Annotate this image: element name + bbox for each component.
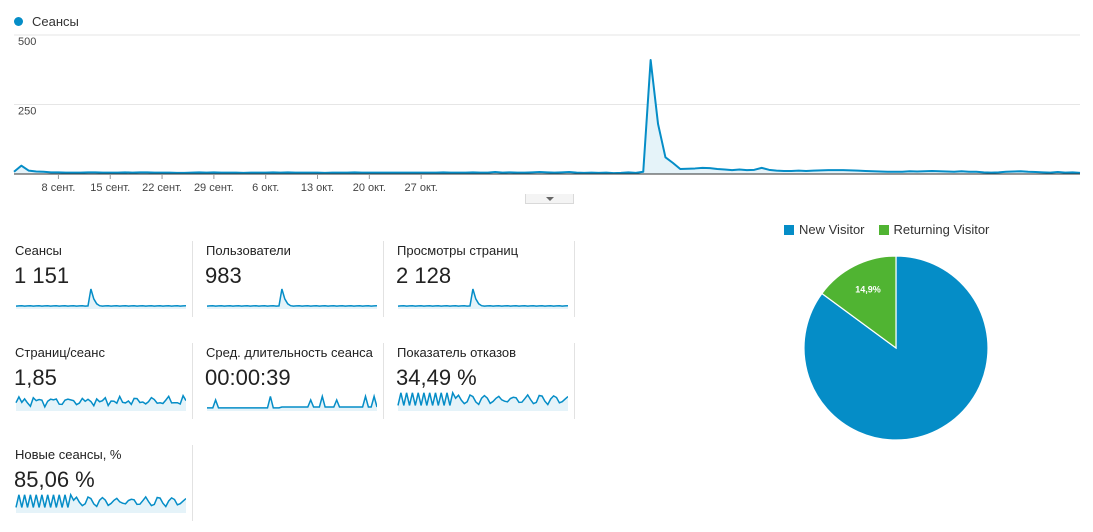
legend-label: New Visitor <box>799 222 865 237</box>
x-tick-label: 22 сент. <box>142 182 182 194</box>
metric-value: 983 <box>205 263 242 288</box>
sparkline <box>15 393 186 411</box>
metric-value: 00:00:39 <box>205 365 291 390</box>
swatch-icon <box>784 224 794 235</box>
sparkline-area <box>207 289 377 309</box>
chevron-down-icon <box>545 196 554 201</box>
x-tick-label: 15 сент. <box>90 182 130 194</box>
visitor-type-pie-chart[interactable]: 85,1% 14,9% <box>796 248 996 448</box>
metric-bounce-rate[interactable]: Показатель отказов 34,49 % <box>396 343 575 419</box>
chart-legend[interactable]: Сеансы <box>14 14 79 29</box>
sparkline <box>206 288 377 309</box>
metric-label: Сред. длительность сеанса <box>206 345 373 360</box>
metric-label: Сеансы <box>15 243 62 258</box>
metric-value: 85,06 % <box>14 467 95 492</box>
legend-label: Returning Visitor <box>893 222 990 237</box>
metric-label: Страниц/сеанс <box>15 345 105 360</box>
metric-label: Показатель отказов <box>397 345 517 360</box>
swatch-icon <box>878 224 889 235</box>
sparkline <box>397 390 568 411</box>
sparkline-area <box>16 289 186 309</box>
metric-label: Новые сеансы, % <box>15 447 122 462</box>
x-tick-label: 6 окт. <box>252 182 279 194</box>
pie-legend-returning-visitor[interactable]: Returning Visitor <box>878 222 990 237</box>
y-tick-label: 500 <box>18 36 36 48</box>
x-tick-label: 13 окт. <box>301 182 334 194</box>
sparkline-area <box>207 396 377 411</box>
series-area <box>14 60 1080 174</box>
metric-value: 1 151 <box>14 263 70 288</box>
metric-value: 2 128 <box>396 263 452 288</box>
x-tick-label: 20 окт. <box>353 182 386 194</box>
sparkline-line <box>15 288 186 307</box>
metric-value: 34,49 % <box>396 365 477 390</box>
metric-label: Просмотры страниц <box>397 243 519 258</box>
pie-slice-label: 85,1% <box>937 444 963 448</box>
x-tick-label: 8 сент. <box>42 182 76 194</box>
sparkline <box>15 288 186 309</box>
pie-slice-label: 14,9% <box>855 285 881 295</box>
metric-pages-per-session[interactable]: Страниц/сеанс 1,85 <box>14 343 193 419</box>
metric-value: 1,85 <box>14 365 57 390</box>
pie-slice-returning-visitor[interactable] <box>821 255 897 350</box>
sparkline-area <box>398 289 568 309</box>
x-tick-label: 27 окт. <box>405 182 438 194</box>
metric-avg-session-duration[interactable]: Сред. длительность сеанса 00:00:39 <box>205 343 384 419</box>
series-line <box>13 59 1081 175</box>
metric-new-sessions[interactable]: Новые сеансы, % 85,06 % <box>14 445 193 521</box>
pie-legend-new-visitor[interactable]: New Visitor <box>784 222 865 237</box>
y-tick-label: 250 <box>18 106 36 118</box>
metric-users[interactable]: Пользователи 983 <box>205 241 384 317</box>
sparkline-line <box>206 288 377 307</box>
sparkline-area <box>16 395 186 411</box>
sparkline-line <box>397 390 568 406</box>
series-dot-icon <box>14 17 23 26</box>
metric-pageviews[interactable]: Просмотры страниц 2 128 <box>396 241 575 317</box>
sparkline <box>397 288 568 309</box>
sparkline <box>15 492 186 513</box>
metric-label: Пользователи <box>206 243 291 258</box>
series-label: Сеансы <box>32 14 79 29</box>
sparkline-line <box>397 288 568 307</box>
pie-legend: New Visitor Returning Visitor <box>784 222 1003 237</box>
sparkline-line <box>206 393 377 409</box>
x-tick-label: 29 сент. <box>194 182 234 194</box>
sparkline-line <box>15 492 186 508</box>
sessions-line-chart[interactable]: 500 250 8 сент. 15 сент. 22 сент. 29 сент. 6 о… <box>0 30 1093 195</box>
sparkline <box>206 393 377 411</box>
metric-sessions[interactable]: Сеансы 1 151 <box>14 241 193 317</box>
collapse-chart-button[interactable] <box>525 194 574 204</box>
sparkline-line <box>15 393 186 409</box>
